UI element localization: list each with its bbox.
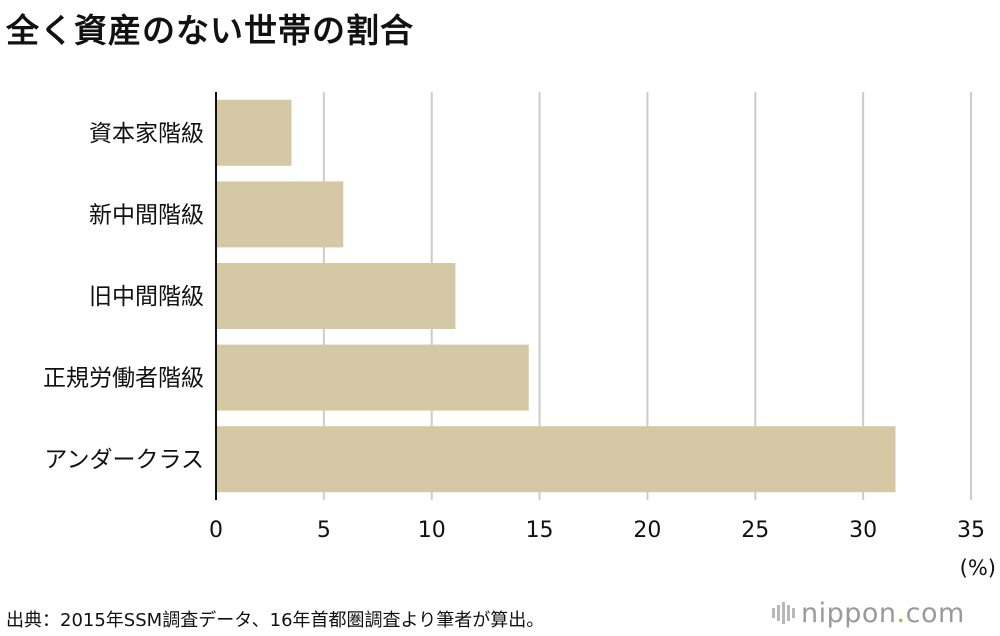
nippon-logo: nippon.com <box>772 596 965 630</box>
x-tick-label-25: 25 <box>741 518 769 543</box>
chart-title: 全く資産のない世帯の割合 <box>6 11 414 50</box>
bar-3 <box>216 263 456 329</box>
logo-bars-icon <box>772 602 795 624</box>
category-label-1: 資本家階級 <box>89 121 204 147</box>
category-label-3: 旧中間階級 <box>89 284 204 310</box>
x-tick-label-35: 35 <box>957 518 985 543</box>
x-tick-label-10: 10 <box>418 518 446 543</box>
bar-4 <box>216 344 529 411</box>
x-tick-label-20: 20 <box>633 518 661 543</box>
tick-labels: 0 5 10 15 20 25 30 35 <box>209 518 985 543</box>
x-tick-label-30: 30 <box>849 518 877 543</box>
brand-dot: . <box>896 597 906 629</box>
bar-5 <box>216 426 896 493</box>
x-tick-label-0: 0 <box>209 518 223 543</box>
brand-suffix: com <box>905 597 965 629</box>
category-label-2: 新中間階級 <box>89 202 204 228</box>
bar-1 <box>216 99 292 166</box>
category-label-4: 正規労働者階級 <box>43 366 204 392</box>
bar-2 <box>216 181 344 248</box>
brand-name: nippon <box>801 597 897 629</box>
category-label-5: アンダークラス <box>44 447 204 473</box>
x-axis-unit-label: (%) <box>960 556 996 580</box>
source-note: 出典：2015年SSM調査データ、16年首都圏調査より筆者が算出。 <box>6 610 545 631</box>
bars <box>216 99 896 493</box>
x-tick-label-5: 5 <box>317 518 331 543</box>
x-tick-label-15: 15 <box>526 518 554 543</box>
